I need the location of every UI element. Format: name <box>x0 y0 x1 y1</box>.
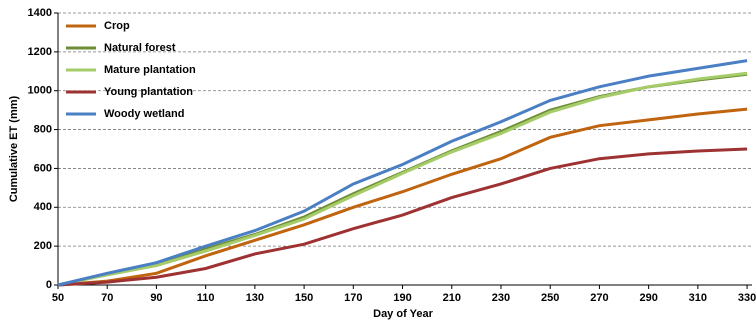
y-tick-label: 600 <box>34 162 52 174</box>
legend-label: Woody wetland <box>104 108 184 120</box>
x-axis-label: Day of Year <box>373 308 433 320</box>
x-tick-label: 270 <box>590 292 608 304</box>
series-line <box>57 59 748 287</box>
y-tick-label: 1400 <box>28 7 52 19</box>
y-tick-label: 1200 <box>28 46 52 58</box>
x-tick-label: 330 <box>738 292 756 304</box>
x-tick-label: 110 <box>197 292 215 304</box>
series-line <box>57 147 748 287</box>
y-axis-label: Cumulative ET (mm) <box>8 95 20 202</box>
x-tick-label: 290 <box>639 292 657 304</box>
legend-label: Mature plantation <box>104 64 196 76</box>
x-tick-label: 130 <box>246 292 264 304</box>
x-tick-label: 230 <box>492 292 510 304</box>
y-tick-label: 800 <box>34 123 52 135</box>
series-line <box>57 107 748 287</box>
x-tick-label: 310 <box>689 292 707 304</box>
x-tick-label: 90 <box>150 292 162 304</box>
x-tick-label: 150 <box>295 292 313 304</box>
y-tick-label: 1000 <box>28 85 52 97</box>
x-tick-label: 250 <box>541 292 559 304</box>
x-tick-label: 170 <box>344 292 362 304</box>
x-tick-label: 210 <box>443 292 461 304</box>
x-tick-label: 50 <box>52 292 64 304</box>
y-tick-label: 0 <box>46 279 52 291</box>
x-tick-label: 70 <box>101 292 113 304</box>
series-line <box>57 72 748 287</box>
y-tick-label: 400 <box>34 201 52 213</box>
legend-label: Natural forest <box>104 42 176 54</box>
legend-label: Crop <box>104 20 130 32</box>
y-tick-label: 200 <box>34 240 52 252</box>
legend-label: Young plantation <box>104 86 193 98</box>
series-line <box>57 71 748 287</box>
x-tick-label: 190 <box>393 292 411 304</box>
